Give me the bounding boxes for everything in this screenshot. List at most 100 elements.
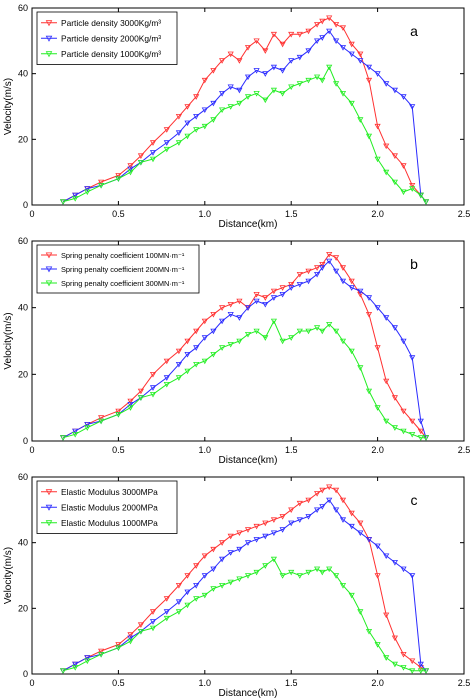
data-point — [270, 87, 277, 94]
legend-swatch-marker — [45, 280, 53, 287]
data-point — [115, 173, 122, 179]
data-point — [84, 655, 91, 661]
data-point — [296, 81, 303, 87]
data-point — [279, 68, 286, 74]
data-point — [184, 120, 191, 127]
data-point — [210, 546, 217, 553]
data-point — [348, 348, 355, 355]
data-point — [357, 51, 364, 58]
data-point — [175, 599, 182, 606]
series-line-2 — [62, 30, 427, 203]
data-point — [163, 127, 170, 133]
data-point — [270, 318, 277, 325]
data-point — [365, 629, 373, 635]
data-point — [253, 38, 260, 45]
data-point — [409, 573, 416, 579]
chart-panel-a: 0 0.5 1.0 1.5 2.0 2.5 0 20 40 60 Distance(km) Veloc… — [3, 3, 470, 230]
data-point — [262, 335, 269, 341]
data-point — [163, 375, 170, 381]
data-point — [357, 530, 364, 537]
data-point — [163, 382, 170, 388]
data-point — [348, 41, 355, 48]
panel-label: a — [410, 23, 418, 39]
data-point — [210, 100, 217, 107]
data-point — [305, 77, 312, 84]
legend-entry-label: Particle density 2000Kg/m³ — [61, 33, 161, 43]
data-point — [422, 435, 430, 441]
data-point — [383, 378, 390, 385]
data-point — [193, 114, 200, 120]
data-point — [236, 315, 243, 321]
data-point — [314, 272, 321, 278]
legend-swatch-marker — [45, 51, 53, 58]
data-point — [339, 583, 347, 589]
data-point — [175, 362, 182, 368]
data-point — [149, 609, 157, 615]
data-point — [422, 199, 430, 205]
data-point — [98, 418, 105, 425]
data-point — [383, 418, 390, 425]
data-point — [339, 265, 347, 271]
series-line-2 — [62, 260, 427, 439]
panel-label: c — [411, 492, 418, 508]
y-tick-label: 0 — [23, 669, 28, 679]
data-point — [391, 179, 398, 186]
data-point — [127, 163, 134, 169]
data-point — [333, 255, 340, 261]
data-point — [253, 292, 260, 298]
data-point — [326, 322, 333, 328]
data-point — [400, 428, 407, 435]
data-point — [72, 661, 79, 668]
legend-entry-label: Spring penalty coefficient 300MN·m⁻¹ — [61, 279, 185, 288]
data-point — [305, 569, 312, 576]
data-point — [115, 408, 122, 415]
data-point — [219, 91, 226, 97]
data-point — [288, 285, 295, 291]
y-tick-label: 60 — [18, 3, 28, 13]
data-point — [348, 51, 355, 58]
data-point — [184, 589, 191, 596]
data-point — [201, 358, 208, 365]
data-point — [201, 107, 208, 114]
data-point — [391, 560, 398, 566]
data-point — [244, 540, 252, 546]
series-line-1 — [62, 17, 427, 203]
legend-box — [36, 480, 178, 534]
x-tick-label: 1.0 — [199, 445, 212, 455]
data-point — [305, 328, 312, 335]
legend-swatch-marker — [45, 504, 53, 511]
data-point — [244, 527, 252, 533]
legend-box — [36, 11, 178, 65]
data-point — [314, 38, 321, 45]
legend: Spring penalty coefficient 100MN·m⁻¹ Spri… — [36, 244, 200, 294]
data-point — [391, 153, 398, 160]
data-point — [326, 252, 333, 258]
data-point — [210, 586, 217, 592]
data-point — [163, 615, 170, 622]
x-tick-label: 2.0 — [371, 678, 384, 688]
data-point — [193, 94, 200, 100]
data-point — [348, 592, 355, 599]
data-point — [262, 97, 269, 104]
data-point — [357, 117, 364, 123]
data-point — [98, 652, 105, 658]
data-point — [422, 668, 430, 674]
data-point — [348, 510, 355, 517]
data-point — [288, 282, 295, 288]
data-point — [288, 507, 295, 514]
data-point — [84, 186, 91, 192]
data-point — [348, 523, 355, 530]
data-point — [339, 517, 347, 523]
data-point — [339, 45, 347, 51]
data-point — [296, 54, 303, 61]
data-point — [244, 45, 252, 51]
data-point — [409, 658, 416, 665]
y-tick-label: 20 — [18, 603, 28, 613]
data-point — [409, 186, 416, 192]
data-point — [305, 28, 312, 35]
data-point — [374, 123, 381, 130]
data-point — [72, 192, 79, 199]
data-point — [193, 127, 200, 133]
data-point — [305, 48, 312, 54]
